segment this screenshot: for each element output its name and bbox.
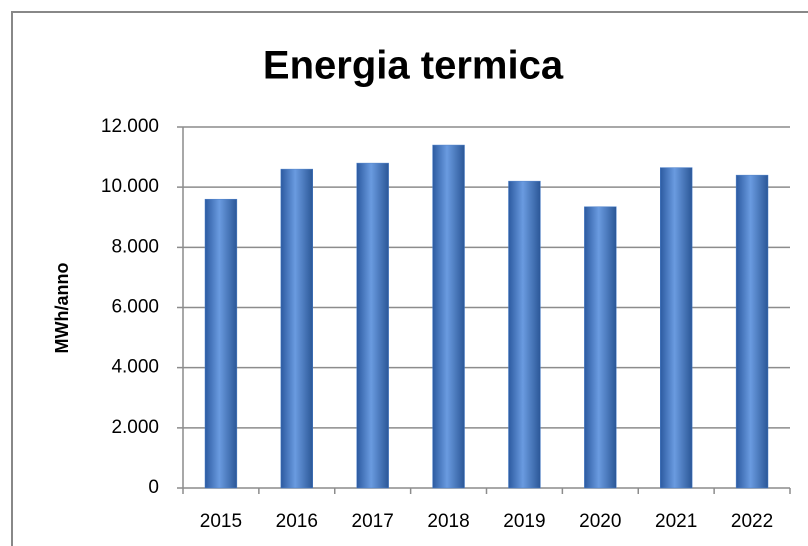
- x-tick-label: 2020: [579, 511, 621, 532]
- y-tick-label: 10.000: [101, 176, 159, 197]
- bar: [280, 168, 313, 489]
- x-tick-label: 2015: [200, 511, 242, 532]
- frame: [11, 11, 808, 546]
- y-tick-label: 4.000: [111, 357, 159, 378]
- chart-title: Energia termica: [263, 44, 564, 88]
- bar: [735, 174, 769, 489]
- bar: [584, 206, 617, 489]
- bar: [660, 167, 693, 489]
- y-tick-label: 0: [148, 477, 159, 498]
- bar: [356, 162, 389, 489]
- bar: [432, 144, 465, 489]
- x-tick-label: 2019: [503, 511, 545, 532]
- y-tick-label: 12.000: [101, 116, 159, 137]
- x-tick-label: 2022: [731, 511, 773, 532]
- x-tick-label: 2016: [276, 511, 318, 532]
- bar: [204, 198, 238, 489]
- y-tick-label: 8.000: [111, 236, 159, 257]
- y-tick-label: 6.000: [111, 297, 159, 318]
- x-tick-label: 2021: [655, 511, 697, 532]
- y-tick-label: 2.000: [111, 417, 159, 438]
- bar: [508, 180, 541, 489]
- x-tick-label: 2018: [427, 511, 469, 532]
- x-tick-label: 2017: [352, 511, 394, 532]
- y-axis-label: MWh/anno: [52, 263, 72, 354]
